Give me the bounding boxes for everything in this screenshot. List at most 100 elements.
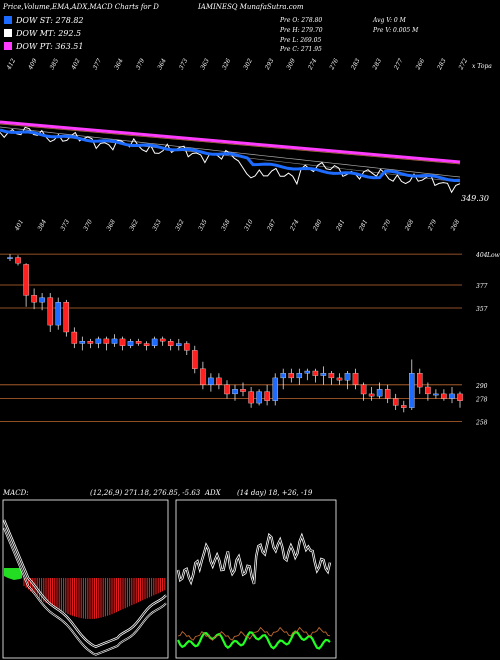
- candle-body: [103, 338, 110, 344]
- candle-body: [176, 343, 182, 346]
- candle-body: [417, 373, 423, 388]
- candle-body: [384, 389, 391, 399]
- candle-body: [184, 343, 190, 351]
- candle-body: [143, 343, 150, 346]
- candle-body: [457, 393, 463, 401]
- top-tick-label: 409: [27, 57, 39, 71]
- dow-pt-label: DOW PT: 363.51: [15, 42, 83, 51]
- candle-body: [344, 373, 351, 381]
- candle-body: [119, 338, 126, 346]
- price-level-label: 278: [475, 397, 488, 404]
- top-tick-label: 412: [5, 57, 17, 71]
- candle-body: [192, 350, 198, 369]
- top-tick-label: 283: [350, 57, 362, 71]
- adx-panel: [175, 499, 337, 659]
- candle-body: [336, 377, 343, 381]
- candle-body: [232, 389, 238, 395]
- candle-body: [167, 341, 174, 346]
- mid-tick-label: 358: [220, 218, 232, 232]
- candle-body: [208, 377, 214, 385]
- minus-di-line: [177, 626, 331, 641]
- candle-body: [79, 341, 86, 344]
- ema-guide-line: [0, 123, 461, 165]
- candle-body: [127, 341, 134, 346]
- ema-guide-line: [0, 126, 461, 178]
- candle-body: [240, 389, 246, 392]
- top-tick-label: 385: [49, 57, 61, 71]
- candle-body: [248, 391, 254, 404]
- dow-pt-swatch: [4, 42, 12, 50]
- top-tick-label: 364: [156, 57, 168, 71]
- price-level-label: 357: [476, 306, 488, 313]
- candle-body: [296, 373, 303, 379]
- top-tick-label: 277: [393, 57, 405, 71]
- candle-body: [200, 368, 206, 385]
- ema-long-line: [0, 120, 461, 164]
- mid-tick-label: 280: [311, 218, 323, 232]
- price-level-suffix: Lower: [486, 252, 500, 259]
- pre-open: Pre O: 278.80: [279, 17, 322, 24]
- macd-values: (12,26,9) 271.18, 276.85, -5.63: [90, 489, 201, 497]
- candle-body: [425, 386, 431, 395]
- mid-tick-label: 287: [266, 218, 278, 232]
- candle-body: [135, 341, 142, 344]
- ema-panel: [0, 120, 461, 194]
- top-right-label: x Topa: [472, 63, 492, 70]
- pre-low: Pre L: 269.05: [279, 37, 321, 44]
- top-tick-label: 283: [436, 57, 448, 71]
- ema-short-line: [0, 128, 461, 183]
- mid-tick-label: 281: [357, 219, 369, 233]
- top-tick-label: 274: [306, 57, 318, 71]
- candle-body: [95, 338, 102, 344]
- candle-body: [409, 373, 415, 408]
- adx-values: (14 day) 18, +26, -19: [237, 489, 313, 497]
- macd-positive-area: [4, 568, 22, 580]
- top-tick-label: 373: [178, 57, 190, 71]
- ohlc-info: Pre O: 278.80 Pre H: 279.70 Pre L: 269.0…: [279, 17, 419, 53]
- pre-close: Pre C: 271.95: [279, 46, 322, 53]
- candle-body: [23, 264, 29, 296]
- candle-body: [55, 302, 61, 326]
- macd-line-core: [3, 519, 167, 648]
- candle-body: [328, 373, 335, 379]
- candle-body: [280, 373, 286, 379]
- candle-body: [392, 398, 399, 406]
- candle-body: [39, 297, 45, 303]
- macd-panel: [2, 499, 169, 659]
- candle-body: [15, 257, 21, 264]
- adx-line-core: [177, 534, 331, 585]
- mid-tick-label: 274: [289, 218, 301, 232]
- candle-body: [433, 393, 439, 396]
- dow-st-label: DOW ST: 278.82: [15, 16, 84, 25]
- candle-body: [47, 297, 53, 326]
- top-tick-label: 379: [135, 57, 147, 71]
- chart-title-right: IAMINESQ MunafaSutra.com: [197, 3, 304, 11]
- top-tick-label: 326: [221, 57, 233, 71]
- candle-body: [224, 384, 230, 395]
- mid-tick-label: 268: [403, 218, 415, 232]
- price-level-label: 258: [475, 419, 488, 426]
- top-tick-label: 402: [70, 57, 82, 71]
- mid-tick-label: 270: [380, 218, 392, 232]
- candle-body: [401, 405, 407, 408]
- pre-volume: Pre V: 0.005 M: [372, 27, 419, 34]
- candle-body: [360, 384, 367, 395]
- price-level-label: 290: [475, 383, 488, 390]
- mid-tick-label: 281: [334, 219, 346, 233]
- top-tick-label: 272: [457, 57, 469, 71]
- mid-tick-label: 352: [174, 218, 186, 232]
- dow-mt-swatch: [4, 29, 12, 37]
- candle-body: [63, 302, 69, 333]
- macd-signal-core: [3, 527, 167, 656]
- mid-tick-label: 268: [449, 218, 461, 232]
- ema-last-value: 349.30: [461, 194, 489, 203]
- candle-body: [441, 393, 447, 399]
- dow-st-swatch: [4, 16, 12, 24]
- top-tick-label: 363: [199, 57, 211, 71]
- top-tick-label: 293: [263, 57, 275, 71]
- top-tick-label: 364: [113, 57, 125, 71]
- candle-body: [368, 393, 375, 397]
- mid-tick-label: 373: [59, 218, 71, 232]
- plus-di-line: [177, 630, 331, 650]
